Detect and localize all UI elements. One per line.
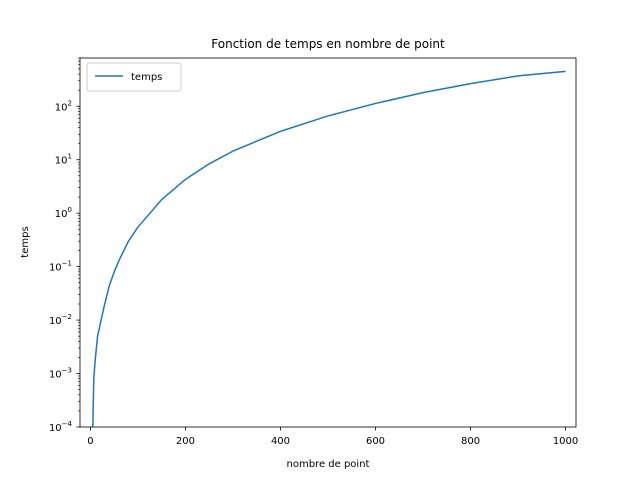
series-line-0 bbox=[92, 70, 566, 428]
y-tick-label: 10−1 bbox=[49, 260, 72, 274]
plot-area: 10−4 10−3 10−2 10−1 100 101 102 0 200 400 600 800 10… bbox=[49, 57, 578, 447]
y-tick-label: 101 bbox=[55, 153, 72, 167]
x-tick-label: 200 bbox=[176, 436, 195, 447]
x-tick-label: 400 bbox=[271, 436, 290, 447]
x-tick-label: 0 bbox=[87, 436, 93, 447]
axes-frame bbox=[79, 57, 577, 428]
x-tick-label: 1000 bbox=[553, 436, 578, 447]
y-tick-label: 100 bbox=[55, 206, 72, 220]
y-tick-label: 10−2 bbox=[49, 313, 72, 327]
x-axis-title: nombre de point bbox=[287, 459, 370, 470]
y-tick-label: 102 bbox=[55, 99, 72, 113]
legend-label: temps bbox=[131, 72, 162, 83]
legend-box bbox=[86, 62, 182, 92]
x-tick-label: 800 bbox=[461, 436, 480, 447]
legend: temps bbox=[86, 62, 182, 92]
y-tick-label: 10−4 bbox=[49, 420, 73, 434]
y-axis-title: temps bbox=[20, 226, 31, 257]
chart-title: Fonction de temps en nombre de point bbox=[211, 37, 445, 51]
x-tick-label: 600 bbox=[366, 436, 385, 447]
y-tick-label: 10−3 bbox=[49, 367, 72, 381]
